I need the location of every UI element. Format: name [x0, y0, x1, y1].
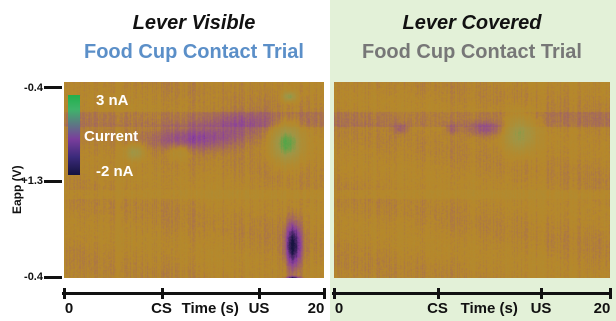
x-tick-mark-left-1 — [160, 288, 164, 299]
x-tick-label-left-1: CS — [151, 300, 172, 317]
y-tick-label-middle: +1.3 — [21, 175, 43, 187]
legend-current-label: Current — [84, 128, 139, 145]
y-tick-label-top: -0.4 — [24, 82, 43, 94]
panel-title-left: Lever Visible — [132, 12, 256, 34]
x-tick-mark-left-3 — [323, 288, 326, 299]
y-tick-mark-bottom — [44, 276, 62, 279]
panel-title-right: Lever Covered — [402, 12, 542, 34]
x-tick-mark-right-3 — [609, 288, 612, 299]
x-tick-label-left-2: US — [248, 300, 270, 317]
panel-subtitle-left: Food Cup Contact Trial — [84, 41, 304, 63]
y-tick-mark-top — [44, 86, 62, 89]
x-tick-mark-right-1 — [436, 288, 440, 299]
x-axis-right — [332, 292, 612, 295]
x-tick-label-right-3: 20 — [593, 300, 611, 317]
x-axis-left — [62, 292, 326, 295]
color-scale-bar — [68, 95, 80, 175]
x-tick-label-right-1: CS — [427, 300, 448, 317]
x-tick-label-left-3: 20 — [307, 300, 325, 317]
legend-max-label: 3 nA — [96, 92, 129, 109]
heatmap-lever-covered — [334, 82, 610, 278]
legend-min-label: -2 nA — [96, 163, 134, 180]
x-tick-label-left-0: 0 — [64, 300, 74, 317]
y-axis-label: Eapp (V) — [10, 165, 24, 214]
x-tick-label-right-2: US — [530, 300, 552, 317]
x-tick-mark-right-2 — [540, 288, 543, 299]
x-axis-label-left: Time (s) — [181, 300, 239, 317]
x-tick-mark-left-0 — [63, 288, 66, 299]
x-tick-mark-left-2 — [258, 288, 261, 299]
panel-subtitle-right: Food Cup Contact Trial — [362, 41, 582, 63]
y-tick-mark-middle — [44, 180, 62, 183]
y-tick-label-bottom: -0.4 — [24, 271, 43, 283]
heatmap-lever-visible — [64, 82, 324, 278]
x-axis-label-right: Time (s) — [460, 300, 518, 317]
x-tick-label-right-0: 0 — [334, 300, 344, 317]
x-tick-mark-right-0 — [333, 288, 336, 299]
